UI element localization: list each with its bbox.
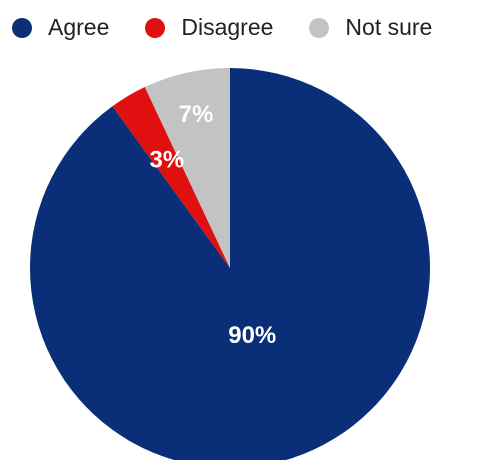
- slice-label-not-sure: 7%: [179, 101, 214, 128]
- pie-slice-not-sure: [144, 68, 230, 268]
- pie-slice-agree: [30, 68, 430, 460]
- legend-swatch-agree: [12, 17, 32, 38]
- legend-label-disagree: Disagree: [181, 14, 274, 40]
- legend-swatch-disagree: [145, 17, 166, 38]
- legend-item-disagree: Disagree: [145, 14, 273, 41]
- pie-slice-disagree: [112, 87, 230, 268]
- legend-swatch-not-sure: [309, 17, 330, 38]
- legend: Agree Disagree Not sure: [12, 14, 432, 41]
- slice-label-disagree: 3%: [150, 147, 185, 174]
- legend-label-not-sure: Not sure: [345, 14, 433, 40]
- pie-slices: [30, 68, 430, 460]
- legend-label-agree: Agree: [48, 14, 110, 40]
- slice-label-agree: 90%: [228, 322, 276, 349]
- legend-item-agree: Agree: [12, 14, 109, 41]
- legend-item-not-sure: Not sure: [309, 14, 432, 41]
- pie-labels: 90% 3% 7%: [150, 101, 277, 349]
